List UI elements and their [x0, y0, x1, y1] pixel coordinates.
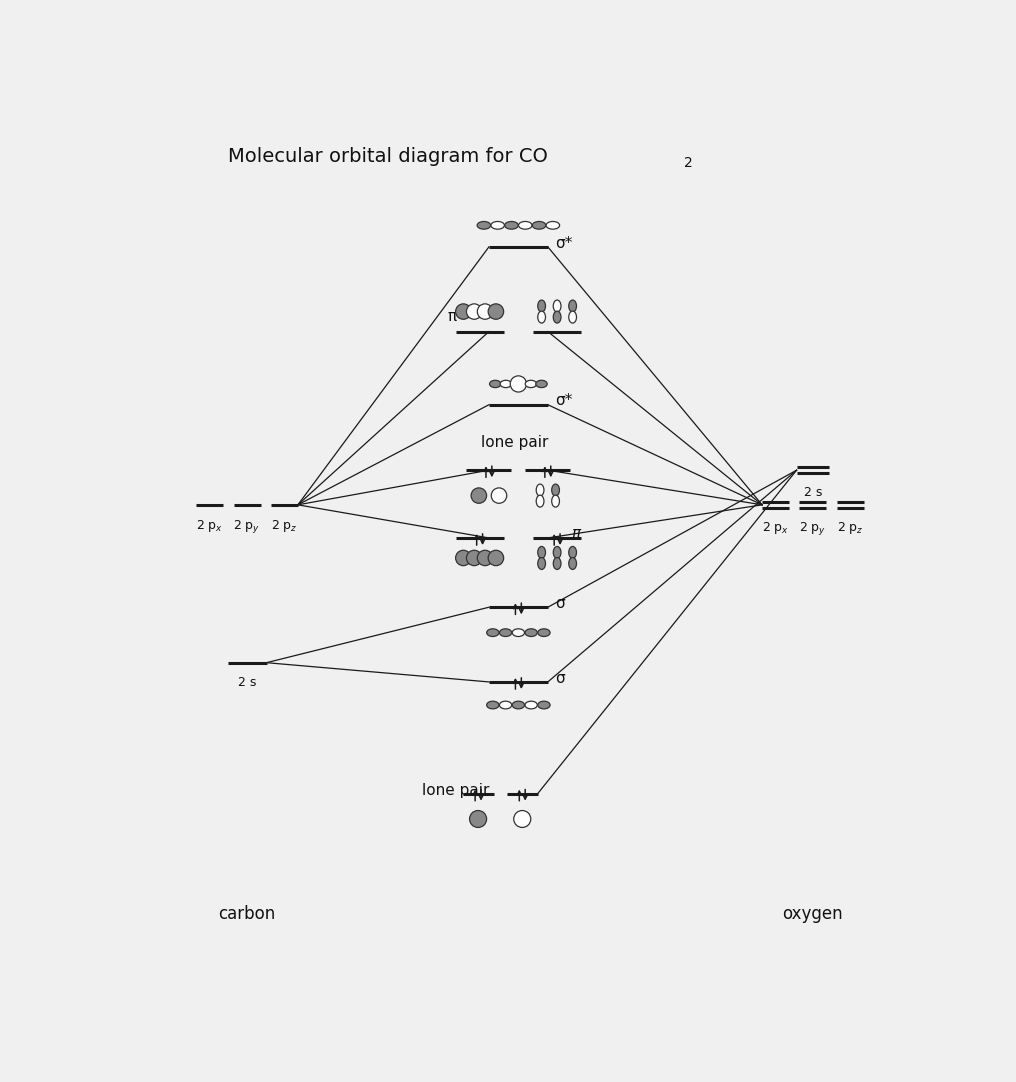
Ellipse shape: [500, 701, 512, 709]
Text: oxygen: oxygen: [782, 906, 843, 923]
Ellipse shape: [487, 701, 499, 709]
Ellipse shape: [537, 546, 546, 558]
Circle shape: [514, 810, 530, 828]
Ellipse shape: [552, 496, 560, 507]
Text: 2 s: 2 s: [804, 486, 822, 499]
Ellipse shape: [532, 222, 546, 229]
Circle shape: [510, 375, 526, 392]
Ellipse shape: [569, 546, 576, 558]
Ellipse shape: [525, 629, 537, 636]
Text: carbon: carbon: [218, 906, 275, 923]
Text: 2 p$_z$: 2 p$_z$: [271, 518, 298, 533]
Ellipse shape: [478, 222, 491, 229]
Ellipse shape: [554, 546, 561, 558]
Text: σ: σ: [556, 596, 565, 611]
Ellipse shape: [554, 557, 561, 569]
Text: π*: π*: [447, 308, 464, 324]
Ellipse shape: [512, 629, 524, 636]
Ellipse shape: [535, 380, 548, 387]
Text: Molecular orbital diagram for CO: Molecular orbital diagram for CO: [228, 147, 548, 166]
Ellipse shape: [537, 557, 546, 569]
Ellipse shape: [537, 701, 550, 709]
Text: 2: 2: [684, 156, 693, 170]
Ellipse shape: [552, 484, 560, 496]
Circle shape: [455, 304, 471, 319]
Text: σ: σ: [556, 671, 565, 686]
Ellipse shape: [500, 380, 512, 387]
Text: 2 p$_y$: 2 p$_y$: [234, 518, 261, 535]
Text: 2 p$_x$: 2 p$_x$: [762, 520, 789, 537]
Circle shape: [488, 551, 504, 566]
Ellipse shape: [490, 380, 501, 387]
Ellipse shape: [525, 380, 536, 387]
Circle shape: [492, 488, 507, 503]
Circle shape: [478, 551, 493, 566]
Ellipse shape: [536, 496, 544, 507]
Ellipse shape: [569, 557, 576, 569]
Circle shape: [469, 810, 487, 828]
Ellipse shape: [547, 222, 560, 229]
Text: 2 p$_x$: 2 p$_x$: [196, 518, 224, 533]
Text: σ*: σ*: [556, 236, 573, 251]
Text: 2 p$_z$: 2 p$_z$: [837, 520, 864, 537]
Ellipse shape: [537, 629, 550, 636]
Ellipse shape: [512, 701, 524, 709]
Ellipse shape: [554, 300, 561, 312]
Text: π: π: [571, 526, 580, 541]
Ellipse shape: [505, 222, 518, 229]
Text: 2 p$_y$: 2 p$_y$: [800, 520, 826, 538]
Ellipse shape: [500, 629, 512, 636]
Circle shape: [478, 304, 493, 319]
Circle shape: [488, 304, 504, 319]
Text: lone pair: lone pair: [481, 435, 549, 450]
Circle shape: [471, 488, 487, 503]
Ellipse shape: [518, 222, 532, 229]
Circle shape: [466, 551, 482, 566]
Ellipse shape: [537, 312, 546, 324]
Text: lone pair: lone pair: [423, 783, 490, 799]
Circle shape: [455, 551, 471, 566]
Ellipse shape: [569, 312, 576, 324]
Circle shape: [466, 304, 482, 319]
Ellipse shape: [569, 300, 576, 312]
Ellipse shape: [487, 629, 499, 636]
Text: σ*: σ*: [556, 394, 573, 408]
Ellipse shape: [491, 222, 504, 229]
Text: 2 s: 2 s: [238, 676, 256, 689]
Ellipse shape: [536, 484, 544, 496]
Ellipse shape: [537, 300, 546, 312]
Ellipse shape: [525, 701, 537, 709]
Ellipse shape: [554, 312, 561, 324]
